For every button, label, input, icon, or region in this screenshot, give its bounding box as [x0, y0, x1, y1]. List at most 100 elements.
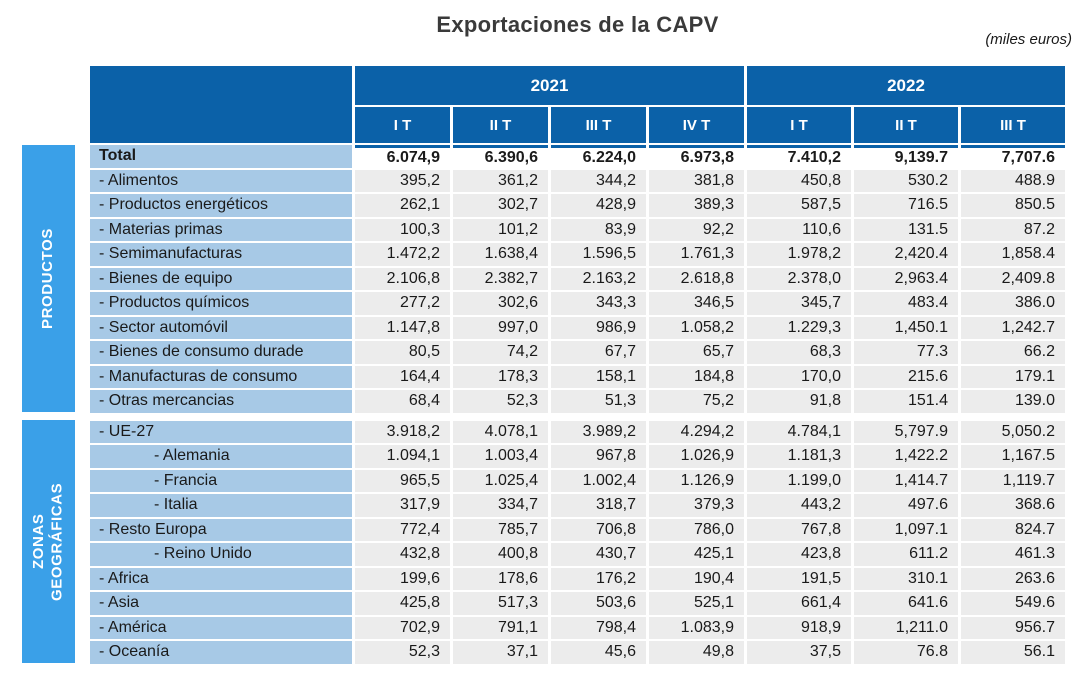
value-cell: 400,8 — [453, 543, 548, 566]
group-strip-label: GEOGRÁFICAS — [48, 482, 66, 601]
value-cell: 100,3 — [355, 218, 450, 241]
value-cell: 450,8 — [747, 169, 851, 192]
value-cell: 170,0 — [747, 365, 851, 388]
row-label: - Materias primas — [90, 218, 352, 241]
value-cell: 1,211.0 — [854, 616, 958, 639]
value-cell: 1,422.2 — [854, 445, 958, 468]
value-cell: 423,8 — [747, 543, 851, 566]
value-cell: 997,0 — [453, 316, 548, 339]
value-cell: 2,420.4 — [854, 243, 958, 266]
value-cell: 386.0 — [961, 292, 1065, 315]
value-cell: 51,3 — [551, 390, 646, 413]
value-cell: 6.973,8 — [649, 145, 744, 168]
value-cell: 310.1 — [854, 567, 958, 590]
value-cell: 443,2 — [747, 494, 851, 517]
value-cell: 716.5 — [854, 194, 958, 217]
value-cell: 49,8 — [649, 641, 744, 664]
value-cell: 1.472,2 — [355, 243, 450, 266]
value-cell: 1.126,9 — [649, 469, 744, 492]
row-label: - Semimanufacturas — [90, 243, 352, 266]
value-cell: 2,963.4 — [854, 267, 958, 290]
quarter-header: II T — [453, 107, 548, 143]
row-label: - Reino Unido — [90, 543, 352, 566]
value-cell: 1,414.7 — [854, 469, 958, 492]
value-cell: 199,6 — [355, 567, 450, 590]
value-cell: 91,8 — [747, 390, 851, 413]
value-cell: 6.074,9 — [355, 145, 450, 168]
value-cell: 101,2 — [453, 218, 548, 241]
row-label: - Alemania — [90, 445, 352, 468]
value-cell: 92,2 — [649, 218, 744, 241]
row-label: - Manufacturas de consumo — [90, 365, 352, 388]
value-cell: 37,1 — [453, 641, 548, 664]
value-cell: 918,9 — [747, 616, 851, 639]
value-cell: 611.2 — [854, 543, 958, 566]
value-cell: 389,3 — [649, 194, 744, 217]
value-cell: 1.229,3 — [747, 316, 851, 339]
value-cell: 1.638,4 — [453, 243, 548, 266]
value-cell: 2,409.8 — [961, 267, 1065, 290]
value-cell: 488.9 — [961, 169, 1065, 192]
value-cell: 772,4 — [355, 518, 450, 541]
value-cell: 381,8 — [649, 169, 744, 192]
value-cell: 302,7 — [453, 194, 548, 217]
group-strip-zonas-geograficas: ZONAS GEOGRÁFICAS — [22, 420, 75, 663]
section-spacer — [90, 415, 1065, 419]
value-cell: 1,858.4 — [961, 243, 1065, 266]
value-cell: 176,2 — [551, 567, 646, 590]
value-cell: 215.6 — [854, 365, 958, 388]
row-label: - Italia — [90, 494, 352, 517]
value-cell: 317,9 — [355, 494, 450, 517]
value-cell: 425,8 — [355, 592, 450, 615]
value-cell: 525,1 — [649, 592, 744, 615]
value-cell: 45,6 — [551, 641, 646, 664]
row-label: - Productos químicos — [90, 292, 352, 315]
value-cell: 1,097.1 — [854, 518, 958, 541]
quarter-header: II T — [854, 107, 958, 143]
value-cell: 345,7 — [747, 292, 851, 315]
value-cell: 7.410,2 — [747, 145, 851, 168]
value-cell: 1.181,3 — [747, 445, 851, 468]
value-cell: 75,2 — [649, 390, 744, 413]
value-cell: 395,2 — [355, 169, 450, 192]
value-cell: 263.6 — [961, 567, 1065, 590]
row-label: - UE-27 — [90, 420, 352, 443]
value-cell: 334,7 — [453, 494, 548, 517]
row-label: - Otras mercancias — [90, 390, 352, 413]
value-cell: 786,0 — [649, 518, 744, 541]
value-cell: 3.989,2 — [551, 420, 646, 443]
value-cell: 1.026,9 — [649, 445, 744, 468]
value-cell: 74,2 — [453, 341, 548, 364]
value-cell: 965,5 — [355, 469, 450, 492]
page-title: Exportaciones de la CAPV — [436, 12, 719, 37]
value-cell: 530.2 — [854, 169, 958, 192]
value-cell: 430,7 — [551, 543, 646, 566]
value-cell: 87.2 — [961, 218, 1065, 241]
value-cell: 641.6 — [854, 592, 958, 615]
value-cell: 798,4 — [551, 616, 646, 639]
value-cell: 343,3 — [551, 292, 646, 315]
value-cell: 139.0 — [961, 390, 1065, 413]
value-cell: 346,5 — [649, 292, 744, 315]
value-cell: 1.761,3 — [649, 243, 744, 266]
row-label: - Alimentos — [90, 169, 352, 192]
value-cell: 767,8 — [747, 518, 851, 541]
value-cell: 361,2 — [453, 169, 548, 192]
value-cell: 318,7 — [551, 494, 646, 517]
value-cell: 1.002,4 — [551, 469, 646, 492]
value-cell: 791,1 — [453, 616, 548, 639]
value-cell: 1.058,2 — [649, 316, 744, 339]
value-cell: 432,8 — [355, 543, 450, 566]
value-cell: 2.378,0 — [747, 267, 851, 290]
value-cell: 1.199,0 — [747, 469, 851, 492]
value-cell: 184,8 — [649, 365, 744, 388]
row-label: - Oceanía — [90, 641, 352, 664]
value-cell: 1,167.5 — [961, 445, 1065, 468]
value-cell: 986,9 — [551, 316, 646, 339]
value-cell: 6.224,0 — [551, 145, 646, 168]
value-cell: 178,3 — [453, 365, 548, 388]
value-cell: 483.4 — [854, 292, 958, 315]
value-cell: 1,119.7 — [961, 469, 1065, 492]
value-cell: 2.618,8 — [649, 267, 744, 290]
